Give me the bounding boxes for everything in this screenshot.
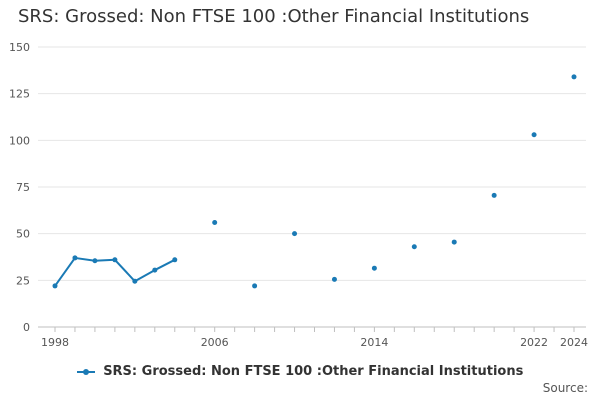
data-point[interactable]: [252, 283, 258, 289]
data-point[interactable]: [172, 257, 178, 263]
y-tick-label: 125: [9, 88, 30, 101]
legend-swatch: [76, 367, 95, 377]
x-tick-label: 2024: [560, 336, 588, 349]
data-point[interactable]: [112, 257, 118, 263]
series-layer: [52, 74, 577, 289]
data-point[interactable]: [152, 267, 158, 273]
y-tick-label: 150: [9, 41, 30, 54]
data-point[interactable]: [292, 231, 298, 237]
legend-label: SRS: Grossed: Non FTSE 100 :Other Financ…: [103, 364, 524, 379]
data-point[interactable]: [52, 283, 58, 289]
y-tick-label: 75: [16, 181, 30, 194]
data-point[interactable]: [451, 239, 457, 245]
source-label: Source:: [542, 381, 588, 395]
y-tick-label: 25: [16, 274, 30, 287]
data-point[interactable]: [411, 244, 417, 250]
data-point[interactable]: [92, 258, 98, 264]
data-point[interactable]: [491, 192, 497, 198]
y-tick-label: 0: [23, 321, 30, 334]
x-tick-label: 2014: [360, 336, 388, 349]
data-point[interactable]: [132, 278, 138, 284]
data-point[interactable]: [371, 265, 377, 271]
x-tick-label: 2006: [201, 336, 229, 349]
data-point[interactable]: [72, 255, 78, 261]
data-point[interactable]: [531, 132, 537, 138]
x-axis: 1998 2006 2014 2022 2024: [41, 327, 588, 349]
data-point[interactable]: [212, 219, 218, 225]
x-tick-label: 1998: [41, 336, 69, 349]
chart-title: SRS: Grossed: Non FTSE 100 :Other Financ…: [18, 6, 530, 27]
y-tick-label: 100: [9, 134, 30, 147]
legend[interactable]: SRS: Grossed: Non FTSE 100 :Other Financ…: [0, 364, 600, 379]
data-point[interactable]: [331, 276, 337, 282]
gridlines: 0 25 50 75 100 125 150: [9, 41, 586, 334]
x-tick-label: 2022: [520, 336, 548, 349]
data-point[interactable]: [571, 74, 577, 80]
y-tick-label: 50: [16, 228, 30, 241]
